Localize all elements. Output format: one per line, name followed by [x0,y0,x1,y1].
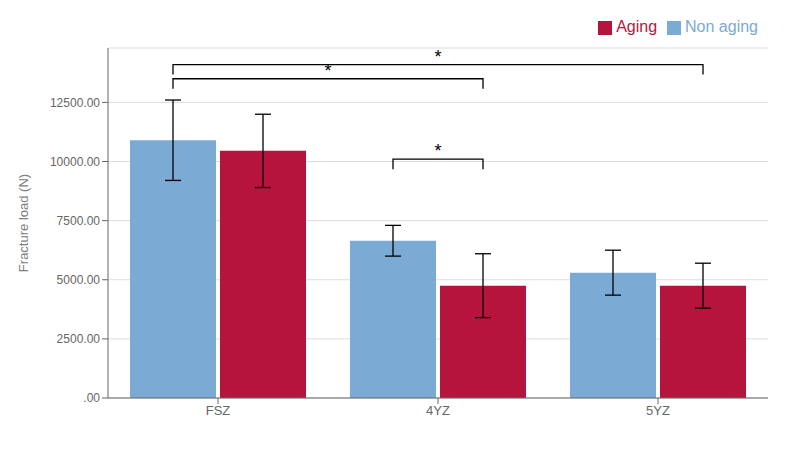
svg-text:7500.00: 7500.00 [57,214,101,228]
svg-text:Fracture load (N): Fracture load (N) [16,174,31,272]
html-text:Non aging: Non aging [685,18,758,35]
svg-text:10000.00: 10000.00 [50,155,100,169]
svg-text:*: * [324,61,331,81]
html-text:Aging: Aging [616,18,657,35]
svg-text:12500.00: 12500.00 [50,96,100,110]
svg-text:5000.00: 5000.00 [57,273,101,287]
svg-text:4YZ: 4YZ [426,403,450,418]
svg-text:*: * [434,47,441,67]
svg-text:2500.00: 2500.00 [57,332,101,346]
svg-text:.00: .00 [83,391,100,405]
svg-text:*: * [434,141,441,161]
svg-text:5YZ: 5YZ [646,403,670,418]
svg-text:FSZ: FSZ [206,403,231,418]
